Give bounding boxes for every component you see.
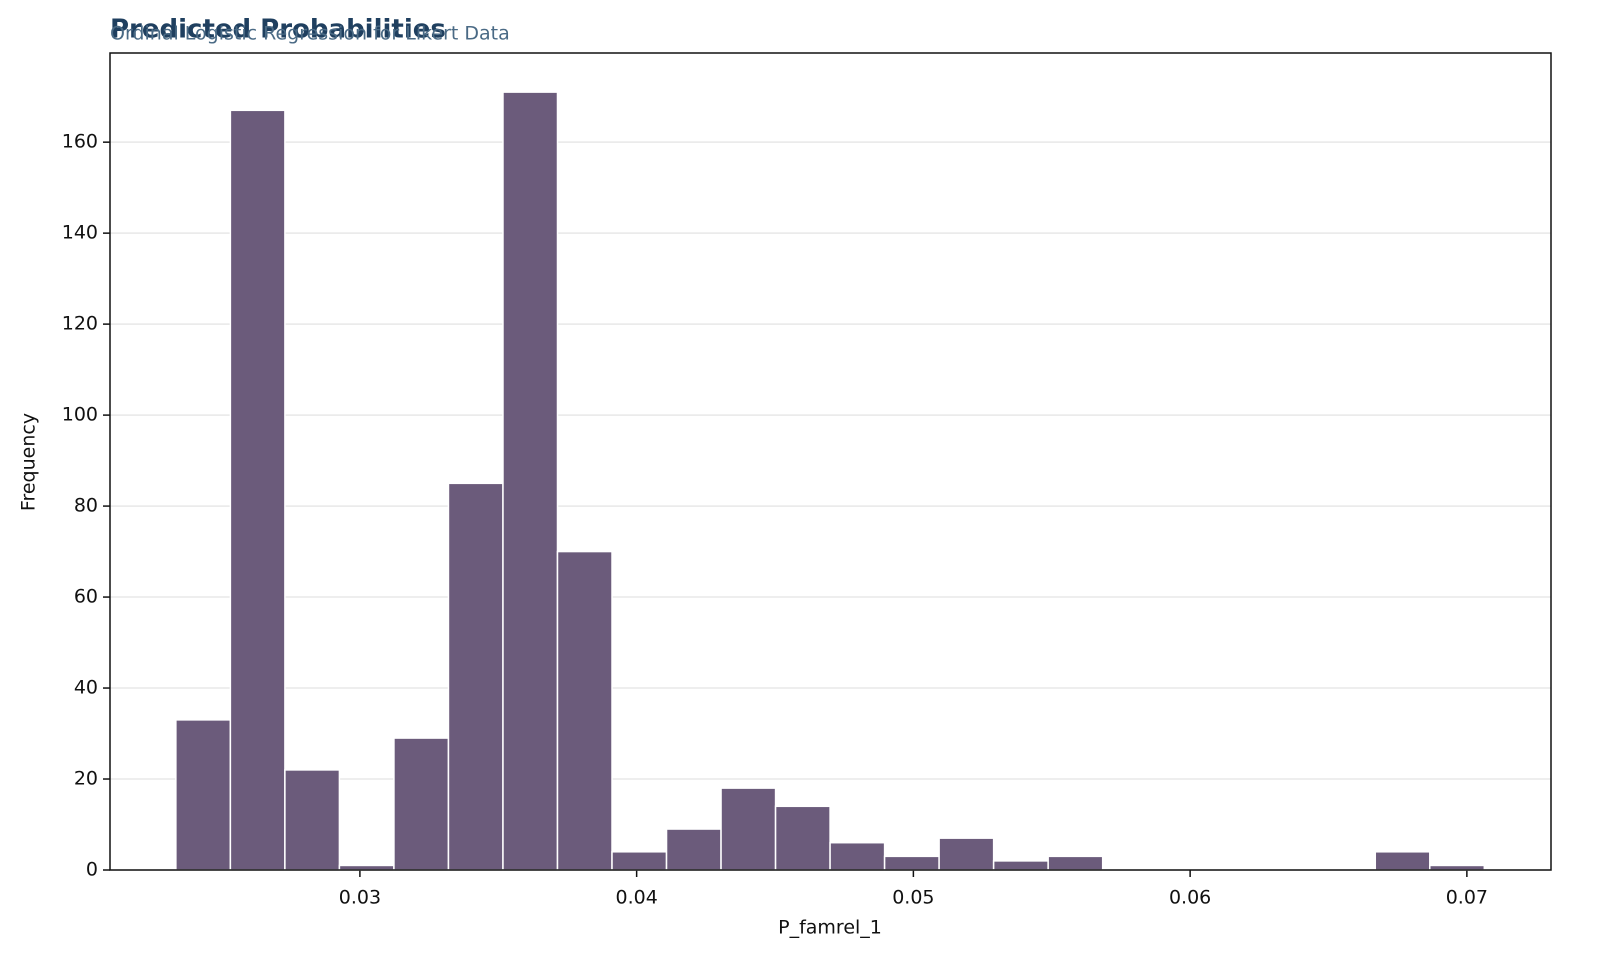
y-tick-label: 40 [74,677,98,699]
x-tick-label: 0.05 [892,887,934,909]
bar [938,837,995,871]
y-tick-label: 60 [74,586,98,608]
bar [175,719,232,871]
bar [229,109,286,871]
bar [611,851,668,871]
bar [502,91,559,871]
y-tick-label: 140 [62,222,98,244]
bar [284,769,341,871]
x-tick-label: 0.04 [615,887,657,909]
x-tick-label: 0.07 [1446,887,1488,909]
y-tick-label: 120 [62,313,98,335]
bar [883,855,940,871]
chart-subtitle: Ordinal Logistic Regression for Likert D… [110,23,510,45]
y-axis-label: Frequency [18,413,40,511]
x-axis-label: P_famrel_1 [778,917,882,939]
bar [556,550,613,871]
y-tick-label: 80 [74,495,98,517]
chart-title: Predicted Probabilities [110,15,446,45]
y-tick-label: 20 [74,768,98,790]
bar [720,787,777,871]
x-tick-label: 0.03 [339,887,381,909]
plot-frame [109,52,1552,871]
x-tick-label: 0.06 [1169,887,1211,909]
bar [774,805,831,871]
bar [1047,855,1104,871]
bar [829,841,886,871]
bar [992,860,1049,871]
bar [393,737,450,871]
bar [447,482,504,871]
y-tick-label: 160 [62,131,98,153]
y-tick-label: 0 [86,859,98,881]
bar [1374,851,1431,871]
y-tick-label: 100 [62,404,98,426]
bar [665,828,722,871]
